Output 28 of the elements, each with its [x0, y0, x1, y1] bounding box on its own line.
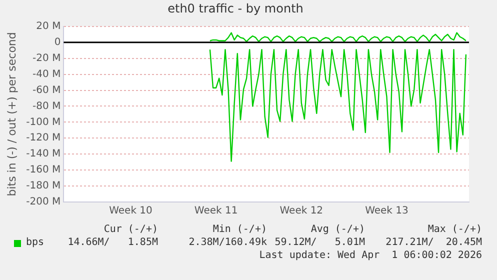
x-tick-label: Week 11 — [194, 206, 238, 217]
text: Avg (-/+) — [310, 224, 365, 235]
y-tick-label: 0 — [54, 36, 61, 48]
y-tick-label: -100 M — [26, 116, 61, 128]
y-tick-label: -160 M — [26, 164, 61, 176]
y-tick-label: -140 M — [26, 148, 61, 160]
chart-title: eth0 traffic - by month — [168, 1, 304, 16]
y-axis-title: bits in (-) / out (+) per second — [5, 32, 18, 196]
text: 2.38M/160.49k — [188, 237, 267, 248]
text: Cur (-/+) — [104, 224, 158, 235]
y-tick-label: -20 M — [32, 52, 61, 64]
text: 217.21M/ 20.45M — [386, 237, 482, 248]
x-tick-label: Week 12 — [280, 206, 324, 217]
text: 14.66M/ 1.85M — [68, 237, 158, 248]
legend-label: bps — [26, 237, 44, 248]
text: Min (-/+) — [212, 224, 267, 235]
y-tick-label: -200 M — [26, 196, 61, 208]
y-tick-label: -80 M — [32, 100, 61, 112]
y-tick-label: -180 M — [26, 180, 61, 192]
text: 59.12M/ 5.01M — [274, 237, 365, 248]
y-tick-label: -60 M — [32, 84, 61, 96]
y-tick-label: 20 M — [36, 20, 61, 32]
x-tick-label: Week 10 — [109, 206, 152, 217]
x-tick-label: Week 13 — [365, 206, 408, 217]
y-tick-label: -40 M — [32, 68, 61, 80]
text: Max (-/+) — [428, 224, 482, 235]
y-tick-label: -120 M — [26, 132, 61, 144]
text: Last update: Wed Apr 1 06:00:02 2026 — [259, 250, 482, 261]
